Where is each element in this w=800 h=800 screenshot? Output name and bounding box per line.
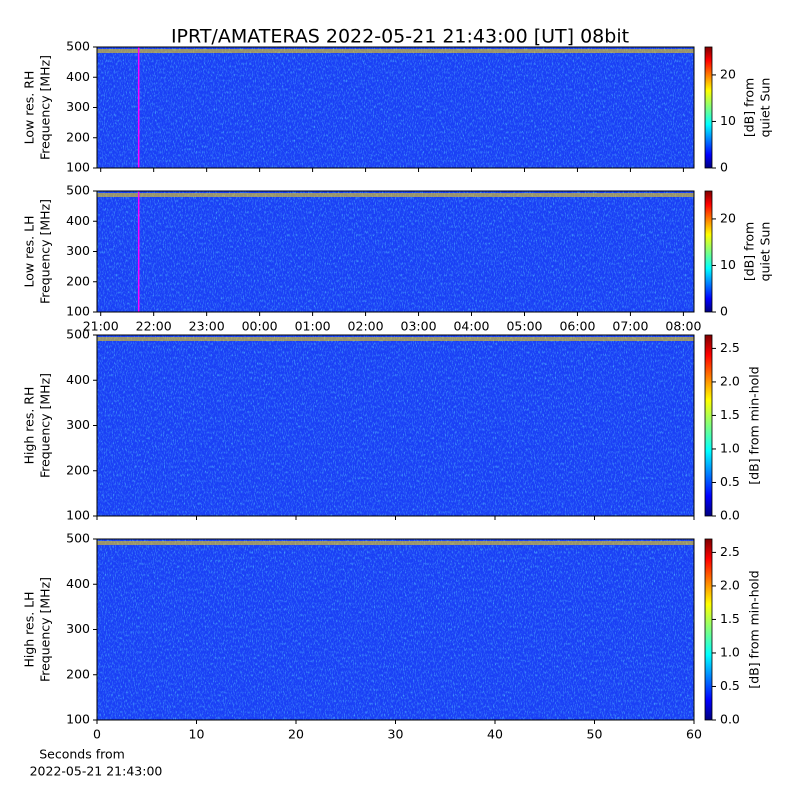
y-tick-label: 300 bbox=[66, 417, 90, 432]
y-tick-label: 400 bbox=[66, 213, 90, 228]
x-tick-label: 22:00 bbox=[136, 319, 172, 334]
y-tick-label: 500 bbox=[66, 39, 90, 54]
spectrogram-texture bbox=[97, 335, 694, 516]
colorbar-label: quiet Sun bbox=[758, 78, 773, 138]
y-tick-label: 300 bbox=[66, 621, 90, 636]
y-tick-label: 200 bbox=[66, 666, 90, 681]
y-axis-label: Frequency [MHz] bbox=[38, 373, 53, 478]
colorbar-tick-label: 0.5 bbox=[720, 474, 740, 489]
y-tick-label: 200 bbox=[66, 462, 90, 477]
title: IPRT/AMATERAS 2022-05-21 21:43:00 [UT] 0… bbox=[171, 26, 629, 48]
colorbar-label: quiet Sun bbox=[758, 222, 773, 282]
spectrogram-texture bbox=[97, 191, 694, 312]
colorbar-tick-label: 1.5 bbox=[720, 611, 740, 626]
x-tick-label: 01:00 bbox=[295, 319, 331, 334]
colorbar-tick-label: 0.5 bbox=[720, 678, 740, 693]
spectrogram-band bbox=[97, 337, 694, 341]
colorbar bbox=[704, 538, 713, 721]
colorbar-tick-label: 1.5 bbox=[720, 407, 740, 422]
colorbar-tick-label: 1.0 bbox=[720, 644, 740, 659]
y-axis-label: Frequency [MHz] bbox=[38, 577, 53, 682]
x-tick-label: 08:00 bbox=[665, 319, 701, 334]
y-axis-label: Low res. RH bbox=[22, 71, 37, 145]
colorbar-tick-label: 0.0 bbox=[720, 508, 740, 523]
x-tick-label: 30 bbox=[388, 727, 404, 742]
spectrogram-band bbox=[97, 193, 694, 197]
y-tick-label: 100 bbox=[66, 712, 90, 727]
colorbar-tick-label: 0.0 bbox=[720, 712, 740, 727]
y-tick-label: 100 bbox=[66, 160, 90, 175]
y-tick-label: 400 bbox=[66, 576, 90, 591]
x-tick-label: 21:00 bbox=[83, 319, 119, 334]
colorbar-tick-label: 2.5 bbox=[720, 340, 740, 355]
y-tick-label: 500 bbox=[66, 183, 90, 198]
y-axis-label: Low res. LH bbox=[22, 216, 37, 288]
y-tick-label: 100 bbox=[66, 304, 90, 319]
colorbar-tick-label: 2.5 bbox=[720, 544, 740, 559]
colorbar-label: [dB] from min-hold bbox=[747, 366, 762, 484]
y-tick-label: 300 bbox=[66, 99, 90, 114]
colorbar-tick-label: 20 bbox=[720, 66, 736, 81]
y-axis-label: Frequency [MHz] bbox=[38, 55, 53, 160]
x-tick-label: 07:00 bbox=[612, 319, 648, 334]
x-tick-label: 40 bbox=[487, 727, 503, 742]
colorbar-tick-label: 1.0 bbox=[720, 440, 740, 455]
colorbar-tick-label: 10 bbox=[720, 257, 736, 272]
y-tick-label: 100 bbox=[66, 508, 90, 523]
x-tick-label: 04:00 bbox=[453, 319, 489, 334]
x-tick-label: 05:00 bbox=[506, 319, 542, 334]
colorbar bbox=[704, 46, 713, 169]
y-tick-label: 500 bbox=[66, 327, 90, 342]
x-axis-label: Seconds from bbox=[39, 747, 125, 762]
colorbar-tick-label: 20 bbox=[720, 210, 736, 225]
y-tick-label: 400 bbox=[66, 69, 90, 84]
x-tick-label: 02:00 bbox=[348, 319, 384, 334]
y-tick-label: 300 bbox=[66, 243, 90, 258]
y-axis-label: High res. LH bbox=[22, 591, 37, 667]
y-axis-label: Frequency [MHz] bbox=[38, 199, 53, 304]
spectrogram-texture bbox=[97, 539, 694, 720]
spectrogram-band bbox=[97, 49, 694, 53]
colorbar-label: [dB] from bbox=[742, 78, 757, 137]
y-tick-label: 500 bbox=[66, 531, 90, 546]
x-tick-label: 50 bbox=[587, 727, 603, 742]
colorbar-tick-label: 0 bbox=[720, 304, 728, 319]
colorbar-label: [dB] from min-hold bbox=[747, 570, 762, 688]
colorbar-tick-label: 2.0 bbox=[720, 373, 740, 388]
y-tick-label: 200 bbox=[66, 129, 90, 144]
y-tick-label: 400 bbox=[66, 372, 90, 387]
colorbar bbox=[704, 334, 713, 517]
x-tick-label: 06:00 bbox=[559, 319, 595, 334]
x-tick-label: 23:00 bbox=[189, 319, 225, 334]
x-tick-label: 00:00 bbox=[242, 319, 278, 334]
spectrogram-texture bbox=[97, 47, 694, 168]
x-axis-label: 2022-05-21 21:43:00 bbox=[30, 764, 163, 779]
x-tick-label: 10 bbox=[189, 727, 205, 742]
x-tick-label: 60 bbox=[686, 727, 702, 742]
x-tick-label: 0 bbox=[93, 727, 101, 742]
colorbar-label: [dB] from bbox=[742, 222, 757, 281]
x-tick-label: 03:00 bbox=[401, 319, 437, 334]
colorbar-tick-label: 10 bbox=[720, 113, 736, 128]
spectrogram-band bbox=[97, 541, 694, 545]
x-tick-label: 20 bbox=[288, 727, 304, 742]
colorbar-tick-label: 0 bbox=[720, 160, 728, 175]
colorbar-tick-label: 2.0 bbox=[720, 577, 740, 592]
colorbar bbox=[704, 190, 713, 313]
y-tick-label: 200 bbox=[66, 273, 90, 288]
y-axis-label: High res. RH bbox=[22, 387, 37, 465]
